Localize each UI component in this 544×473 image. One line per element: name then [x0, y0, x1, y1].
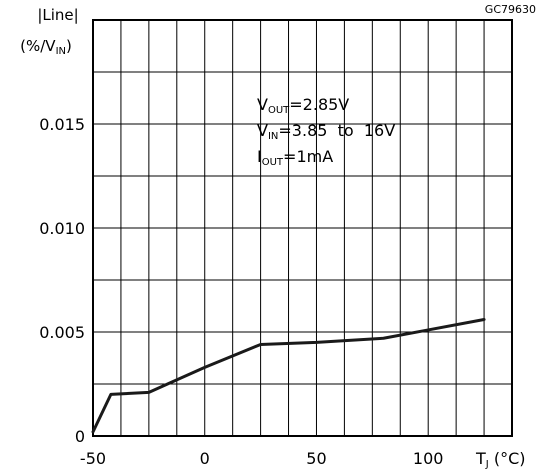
- condition-vin-value: =3.85 to 16V: [278, 121, 395, 140]
- condition-vin-subscript: IN: [268, 131, 278, 142]
- y-axis-unit: (%/VIN): [20, 37, 72, 57]
- condition-iout-value: =1mA: [283, 147, 333, 166]
- figure-code-label: GC79630: [485, 3, 536, 16]
- series-line: [91, 318, 486, 434]
- y-axis-title: |Line|: [37, 6, 78, 24]
- x-axis-title-main: T: [475, 449, 486, 468]
- condition-iout-main: I: [257, 147, 262, 166]
- condition-vout-subscript: OUT: [268, 105, 290, 116]
- condition-vin-main: V: [257, 121, 268, 140]
- conditions-annotation: VOUT=2.85V VIN=3.85 to 16V IOUT=1mA: [257, 95, 395, 168]
- y-tick-label: 0.010: [39, 219, 85, 238]
- x-axis-title: TJ (°C): [475, 449, 525, 470]
- x-axis-title-subscript: J: [485, 459, 489, 470]
- condition-vout-value: =2.85V: [289, 95, 349, 114]
- y-axis-unit-close: ): [66, 37, 72, 55]
- condition-vout: VOUT=2.85V: [257, 95, 349, 116]
- x-axis-title-unit: (°C): [489, 449, 526, 468]
- series-layer: [91, 318, 486, 434]
- x-tick-label: 50: [306, 449, 326, 468]
- condition-iout-subscript: OUT: [262, 157, 284, 168]
- y-tick-label: 0.015: [39, 115, 85, 134]
- condition-iout: IOUT=1mA: [257, 147, 333, 168]
- grid-lines: [93, 20, 512, 436]
- condition-vout-main: V: [257, 95, 268, 114]
- plot-frame: [92, 19, 513, 437]
- x-tick-label: 100: [413, 449, 444, 468]
- x-tick-label: 0: [200, 449, 210, 468]
- y-tick-label: 0.005: [39, 323, 85, 342]
- y-axis-unit-subscript: IN: [56, 46, 66, 57]
- y-axis-unit-main: (%/V: [20, 37, 56, 55]
- y-tick-label: 0: [75, 427, 85, 446]
- x-tick-label: -50: [80, 449, 106, 468]
- tick-labels: -50 0 50 100 0 0.005 0.010 0.015: [39, 115, 443, 468]
- condition-vin: VIN=3.85 to 16V: [257, 121, 395, 142]
